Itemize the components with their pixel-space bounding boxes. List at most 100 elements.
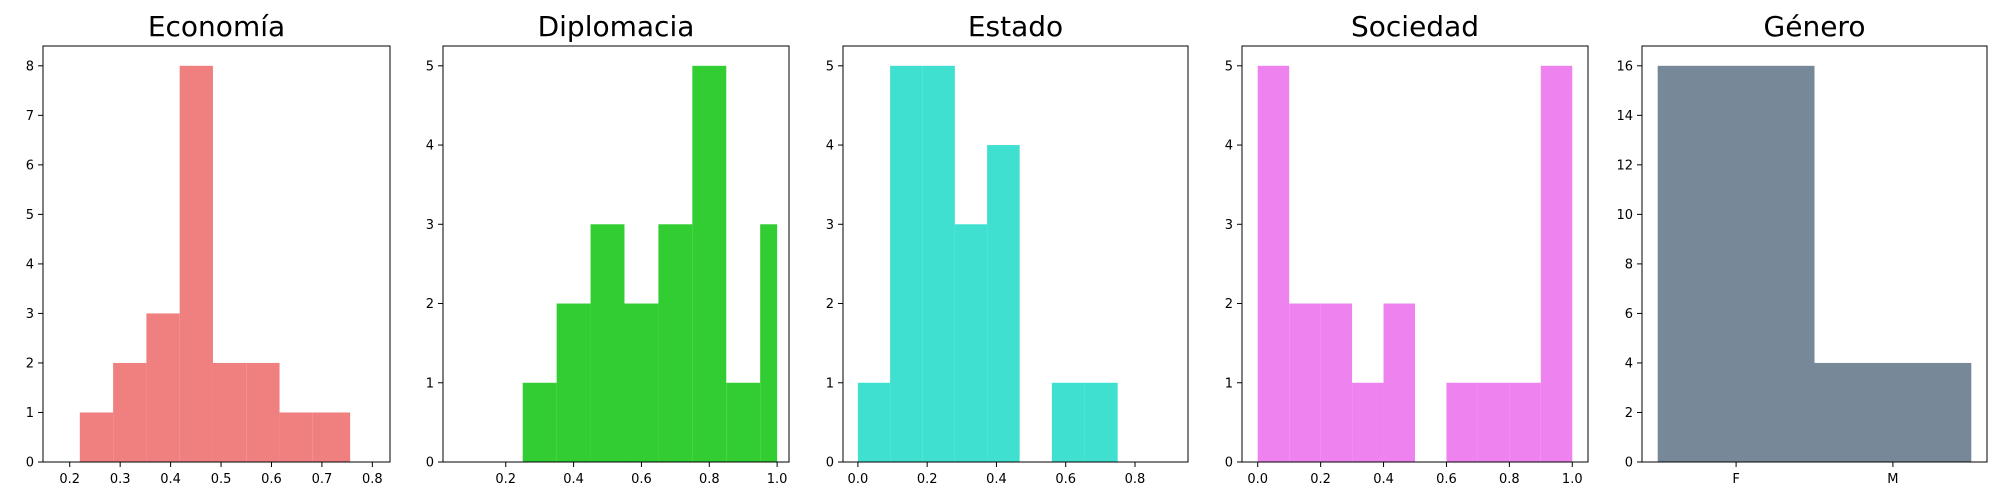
y-tick-label: 10 [1616, 208, 1633, 223]
x-tick-label: 0.4 [160, 472, 181, 487]
x-tick-label: 0.8 [1125, 472, 1146, 487]
histogram-bar [1383, 303, 1415, 462]
histogram-bar [590, 224, 625, 462]
x-tick-label: 0.8 [1499, 472, 1520, 487]
x-tick-label: 0.7 [312, 472, 333, 487]
x-tick-label: 0.8 [699, 472, 720, 487]
chart-title: Diplomacia [538, 10, 695, 43]
chart-title: Género [1764, 10, 1866, 43]
histogram-bar [760, 224, 778, 462]
axes-frame [42, 45, 391, 463]
y-tick-label: 2 [26, 356, 34, 371]
histogram-bar [1446, 382, 1478, 462]
y-tick-label: 1 [1225, 376, 1233, 391]
histogram-bar [1814, 362, 1972, 462]
y-tick-label: 1 [426, 376, 434, 391]
x-tick-label: 0.4 [986, 472, 1007, 487]
y-tick-label: 3 [26, 307, 34, 322]
x-tick-label: 0.2 [59, 472, 80, 487]
y-tick-label: 4 [26, 257, 34, 272]
histogram-bar [146, 313, 180, 462]
y-tick-label: 0 [26, 456, 34, 471]
histogram-bar [522, 382, 557, 462]
y-tick-label: 6 [1625, 307, 1633, 322]
y-tick-label: 12 [1616, 158, 1633, 173]
x-tick-label: 1.0 [767, 472, 788, 487]
y-tick-label: 5 [426, 59, 434, 74]
histogram-bar [1320, 303, 1353, 462]
histogram-bar [1289, 303, 1321, 462]
y-tick-label: 2 [826, 297, 834, 312]
y-tick-label: 0 [1625, 456, 1633, 471]
x-tick-label: 0.4 [1373, 472, 1394, 487]
histogram-bar [624, 303, 659, 462]
histogram-bar [556, 303, 591, 462]
y-tick-label: 3 [826, 218, 834, 233]
x-tick-label: 0.5 [211, 472, 232, 487]
histogram-bar [79, 412, 114, 462]
histogram-bar [246, 362, 280, 462]
x-tick-label: 0.0 [1247, 472, 1268, 487]
chart-title: Sociedad [1351, 10, 1479, 43]
histogram-bar [954, 224, 988, 462]
y-tick-label: 2 [1225, 297, 1233, 312]
y-tick-label: 2 [1625, 406, 1633, 421]
histogram-bar [857, 382, 891, 462]
x-tick-label: 0.2 [1310, 472, 1331, 487]
x-tick-label: 0.2 [495, 472, 516, 487]
histogram-bar [1657, 65, 1815, 463]
histogram-bar [922, 65, 955, 463]
chart-panel-1: Economía 0.2 0.3 0.4 0.5 0.6 0.7 0.8 0 1 2 3 4 5 6 7 8 [26, 10, 391, 487]
histogram-bar [279, 412, 313, 462]
chart-panel-4: Sociedad 0.0 0.2 0.4 0.6 0.8 1.0 0 1 2 3 4 5 [1225, 10, 1589, 487]
histogram-bar [692, 65, 727, 463]
y-tick-label: 0 [1225, 456, 1233, 471]
axes-frame [1241, 45, 1589, 463]
axes-frame [442, 45, 790, 463]
histogram-bar [1257, 65, 1290, 463]
chart-panel-3: Estado 0.0 0.2 0.4 0.6 0.8 0 1 2 3 4 5 [826, 10, 1189, 487]
chart-title: Economía [148, 10, 285, 43]
x-tick-label: 0.6 [261, 472, 282, 487]
chart-panel-2: Diplomacia 0.2 0.4 0.6 0.8 1.0 0 1 2 3 4 5 [426, 10, 790, 487]
chart-title: Estado [968, 10, 1063, 43]
y-tick-label: 4 [1625, 356, 1633, 371]
x-tick-label: 0.3 [110, 472, 131, 487]
x-tick-label: 0.6 [1055, 472, 1076, 487]
y-tick-label: 7 [26, 109, 34, 124]
histogram-bar [1509, 382, 1541, 462]
histogram-bar [987, 145, 1020, 463]
histogram-bar [212, 362, 247, 462]
y-tick-label: 4 [826, 139, 834, 154]
y-tick-label: 8 [1625, 257, 1633, 272]
x-tick-label: 0.6 [1436, 472, 1457, 487]
y-tick-label: 16 [1616, 59, 1633, 74]
histogram-bar [312, 412, 351, 462]
x-tick-label: 0.4 [563, 472, 584, 487]
y-tick-label: 1 [26, 406, 34, 421]
histogram-bar [1477, 382, 1510, 462]
x-tick-label: 0.2 [917, 472, 938, 487]
y-tick-label: 5 [26, 208, 34, 223]
histogram-bar [1540, 65, 1573, 463]
y-tick-label: 2 [426, 297, 434, 312]
x-tick-label: 0.8 [362, 472, 383, 487]
y-tick-label: 0 [426, 456, 434, 471]
y-tick-label: 3 [1225, 218, 1233, 233]
y-tick-label: 3 [426, 218, 434, 233]
y-tick-label: 6 [26, 158, 34, 173]
x-tick-label: 0.6 [631, 472, 652, 487]
y-tick-label: 4 [1225, 139, 1233, 154]
y-tick-label: 5 [1225, 59, 1233, 74]
x-tick-label: 1.0 [1562, 472, 1583, 487]
histogram-bar [179, 65, 213, 463]
y-tick-label: 0 [826, 456, 834, 471]
x-tick-label: F [1732, 472, 1739, 487]
y-tick-label: 14 [1616, 109, 1633, 124]
y-tick-label: 5 [826, 59, 834, 74]
y-tick-label: 8 [26, 59, 34, 74]
x-tick-label: M [1887, 472, 1898, 487]
histogram-bar [658, 224, 693, 462]
histogram-bar [726, 382, 761, 462]
